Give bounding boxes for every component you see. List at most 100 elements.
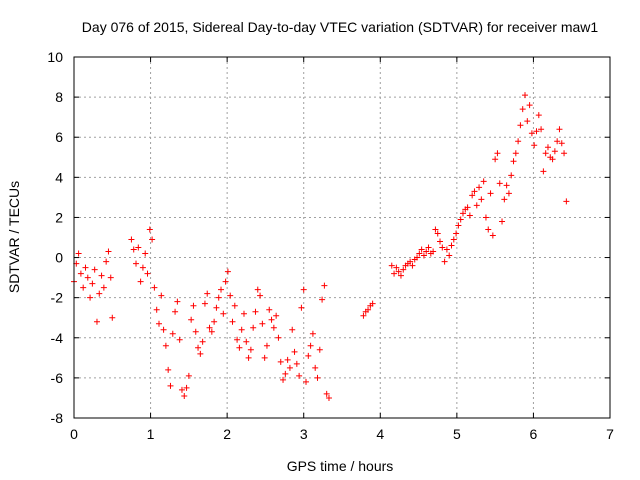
- data-point: [165, 366, 172, 373]
- data-point: [240, 310, 247, 317]
- data-point: [448, 242, 455, 249]
- data-point: [558, 140, 565, 147]
- data-point: [423, 248, 430, 255]
- data-point: [291, 348, 298, 355]
- y-tick-label: 10: [47, 49, 63, 65]
- data-point: [503, 182, 510, 189]
- data-point: [261, 354, 268, 361]
- data-point: [561, 150, 568, 157]
- data-point: [282, 370, 289, 377]
- data-point: [439, 244, 446, 251]
- data-point: [91, 266, 98, 273]
- data-point: [286, 364, 293, 371]
- data-point: [512, 150, 519, 157]
- data-point: [515, 138, 522, 145]
- data-point: [400, 266, 407, 273]
- data-point: [266, 306, 273, 313]
- data-point: [388, 262, 395, 269]
- data-point: [314, 374, 321, 381]
- grid-lines: [74, 57, 610, 418]
- data-point: [236, 344, 243, 351]
- data-point: [450, 236, 457, 243]
- data-point: [397, 272, 404, 279]
- data-point: [432, 226, 439, 233]
- data-point: [96, 290, 103, 297]
- data-point: [305, 352, 312, 359]
- data-point: [293, 360, 300, 367]
- data-point: [459, 210, 466, 217]
- x-tick-label: 1: [147, 426, 155, 442]
- chart-title: Day 076 of 2015, Sidereal Day-to-day VTE…: [82, 19, 599, 35]
- x-tick-label: 0: [70, 426, 78, 442]
- data-point: [441, 258, 448, 265]
- data-point: [542, 150, 549, 157]
- data-point: [160, 326, 167, 333]
- data-point: [319, 296, 326, 303]
- data-point: [158, 292, 165, 299]
- data-point: [409, 262, 416, 269]
- data-point: [556, 126, 563, 133]
- data-point: [535, 112, 542, 119]
- data-point: [185, 372, 192, 379]
- data-point: [551, 148, 558, 155]
- data-point: [471, 188, 478, 195]
- y-tick-label: 8: [55, 89, 63, 105]
- data-point: [519, 106, 526, 113]
- data-point: [316, 346, 323, 353]
- data-point: [517, 122, 524, 129]
- data-point: [195, 344, 202, 351]
- data-point: [455, 222, 462, 229]
- data-point: [270, 324, 277, 331]
- y-tick-label: 6: [55, 129, 63, 145]
- data-point: [549, 156, 556, 163]
- data-point: [307, 342, 314, 349]
- data-point: [395, 268, 402, 275]
- data-point: [197, 350, 204, 357]
- data-point: [204, 290, 211, 297]
- data-point: [257, 292, 264, 299]
- data-point: [540, 168, 547, 175]
- y-tick-label: -6: [51, 370, 64, 386]
- data-point: [252, 308, 259, 315]
- data-point: [222, 278, 229, 285]
- data-point: [531, 142, 538, 149]
- data-point: [172, 308, 179, 315]
- data-point: [524, 118, 531, 125]
- data-point: [137, 278, 144, 285]
- data-point: [466, 212, 473, 219]
- data-point: [181, 392, 188, 399]
- data-point: [528, 130, 535, 137]
- data-point: [420, 252, 427, 259]
- data-point: [473, 202, 480, 209]
- data-point: [93, 318, 100, 325]
- data-point: [84, 274, 91, 281]
- data-point: [563, 198, 570, 205]
- data-point: [167, 382, 174, 389]
- data-point: [231, 302, 238, 309]
- data-point: [89, 280, 96, 287]
- data-point: [87, 294, 94, 301]
- data-point: [414, 254, 421, 261]
- data-point: [254, 286, 261, 293]
- data-point: [153, 306, 160, 313]
- data-point: [259, 320, 266, 327]
- data-point: [176, 336, 183, 343]
- data-point: [103, 258, 110, 265]
- data-point: [75, 250, 82, 257]
- data-point: [469, 192, 476, 199]
- data-point: [144, 270, 151, 277]
- data-point: [135, 244, 142, 251]
- data-point: [434, 230, 441, 237]
- data-point: [369, 300, 376, 307]
- data-point: [263, 342, 270, 349]
- data-point: [234, 336, 241, 343]
- data-point: [446, 252, 453, 259]
- y-tick-label: 4: [55, 169, 63, 185]
- y-tick-label: 0: [55, 250, 63, 266]
- data-point: [220, 310, 227, 317]
- x-axis-label: GPS time / hours: [287, 458, 394, 474]
- data-point: [100, 284, 107, 291]
- data-point: [437, 238, 444, 245]
- data-point: [208, 328, 215, 335]
